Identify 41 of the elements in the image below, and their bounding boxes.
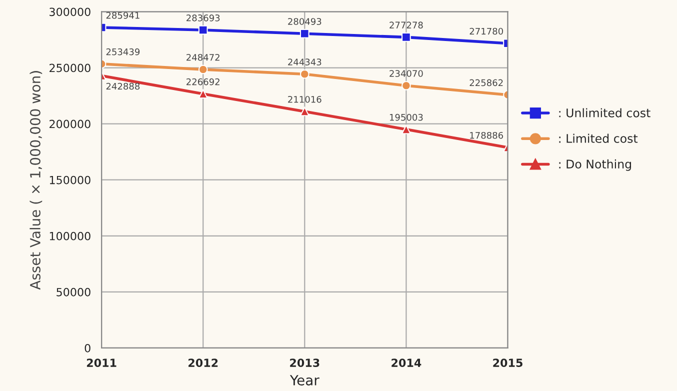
point <box>198 25 208 35</box>
point <box>300 69 310 79</box>
x-tick-label: 2013 <box>290 358 320 368</box>
point <box>198 64 208 74</box>
data-label: 225862 <box>470 79 503 86</box>
legend-label: : Do Nothing <box>559 159 631 171</box>
x-axis-title: Year <box>290 375 320 386</box>
data-label: 242888 <box>106 82 140 90</box>
y-tick-label: 0 <box>84 344 90 352</box>
point <box>402 80 411 90</box>
point <box>402 32 411 42</box>
data-label: 226692 <box>186 78 220 86</box>
data-label: 271780 <box>470 28 503 35</box>
data-label: 280493 <box>288 18 322 25</box>
data-label: 178886 <box>470 132 504 139</box>
point <box>198 89 208 99</box>
data-label: 248472 <box>186 54 220 61</box>
x-tick-label: 2011 <box>86 358 116 368</box>
data-label: 195003 <box>390 114 423 121</box>
data-label: 285941 <box>106 12 140 19</box>
legend-label: : Limited cost <box>559 134 638 143</box>
x-tick-label: 2014 <box>392 358 422 368</box>
y-tick-label: 250000 <box>50 64 90 72</box>
y-axis-title: Asset Value ( × 1,000,000 won) <box>30 71 42 290</box>
data-label: 277278 <box>390 22 423 29</box>
x-tick-label: 2015 <box>493 358 522 368</box>
y-tick-label: 200000 <box>50 120 90 128</box>
y-tick-label: 150000 <box>50 176 90 184</box>
point <box>300 106 310 116</box>
y-tick-label: 50000 <box>56 288 90 296</box>
data-label: 283693 <box>186 14 220 22</box>
data-label: 234070 <box>390 70 423 77</box>
point <box>402 124 411 134</box>
y-tick-label: 100000 <box>50 232 90 240</box>
data-label: 211016 <box>288 96 322 103</box>
x-tick-label: 2012 <box>188 358 218 368</box>
legend-label: : Unlimited cost <box>559 108 650 118</box>
data-label: 253439 <box>106 48 140 56</box>
data-label: 244343 <box>288 58 322 66</box>
point <box>300 28 310 38</box>
y-tick-label: 300000 <box>50 8 90 16</box>
